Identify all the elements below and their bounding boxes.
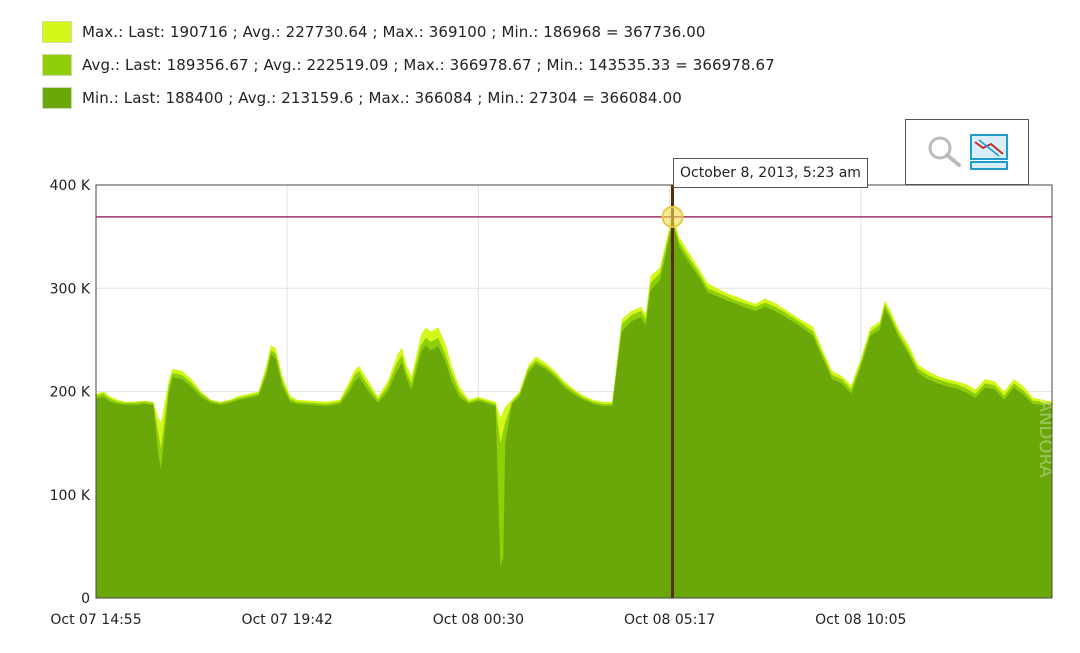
legend-label-avg: Avg.: Last: 189356.67 ; Avg.: 222519.09 … [82, 56, 775, 74]
y-tick-label: 200 K [50, 385, 91, 401]
legend-item-avg[interactable]: Avg.: Last: 189356.67 ; Avg.: 222519.09 … [42, 51, 775, 79]
legend: Max.: Last: 190716 ; Avg.: 227730.64 ; M… [42, 18, 775, 117]
crosshair-marker[interactable] [661, 205, 684, 228]
watermark-text: PANDORA [1035, 390, 1056, 478]
crosshair-tooltip: October 8, 2013, 5:23 am [673, 158, 868, 188]
series-area-min[interactable] [96, 220, 1052, 598]
magnifier-icon[interactable] [926, 134, 964, 168]
chart-toolbox [905, 119, 1029, 185]
y-tick-label: 100 K [50, 488, 91, 504]
y-tick-label: 0 [81, 591, 90, 607]
legend-swatch-avg [42, 54, 72, 76]
legend-swatch-max [42, 21, 72, 43]
legend-swatch-min [42, 87, 72, 109]
plot-frame [95, 184, 1053, 599]
full-scale-icon[interactable] [969, 132, 1009, 172]
y-tick-label: 300 K [50, 281, 91, 297]
x-tick-label: Oct 08 00:30 [433, 612, 524, 628]
legend-item-max[interactable]: Max.: Last: 190716 ; Avg.: 227730.64 ; M… [42, 18, 775, 46]
x-tick-label: Oct 08 05:17 [624, 612, 715, 628]
x-tick-label: Oct 07 19:42 [242, 612, 333, 628]
x-tick-label: Oct 07 14:55 [50, 612, 141, 628]
x-tick-label: Oct 08 10:05 [815, 612, 906, 628]
y-tick-label: 400 K [50, 178, 91, 194]
legend-label-min: Min.: Last: 188400 ; Avg.: 213159.6 ; Ma… [82, 89, 682, 107]
legend-item-min[interactable]: Min.: Last: 188400 ; Avg.: 213159.6 ; Ma… [42, 84, 775, 112]
legend-label-max: Max.: Last: 190716 ; Avg.: 227730.64 ; M… [82, 23, 706, 41]
